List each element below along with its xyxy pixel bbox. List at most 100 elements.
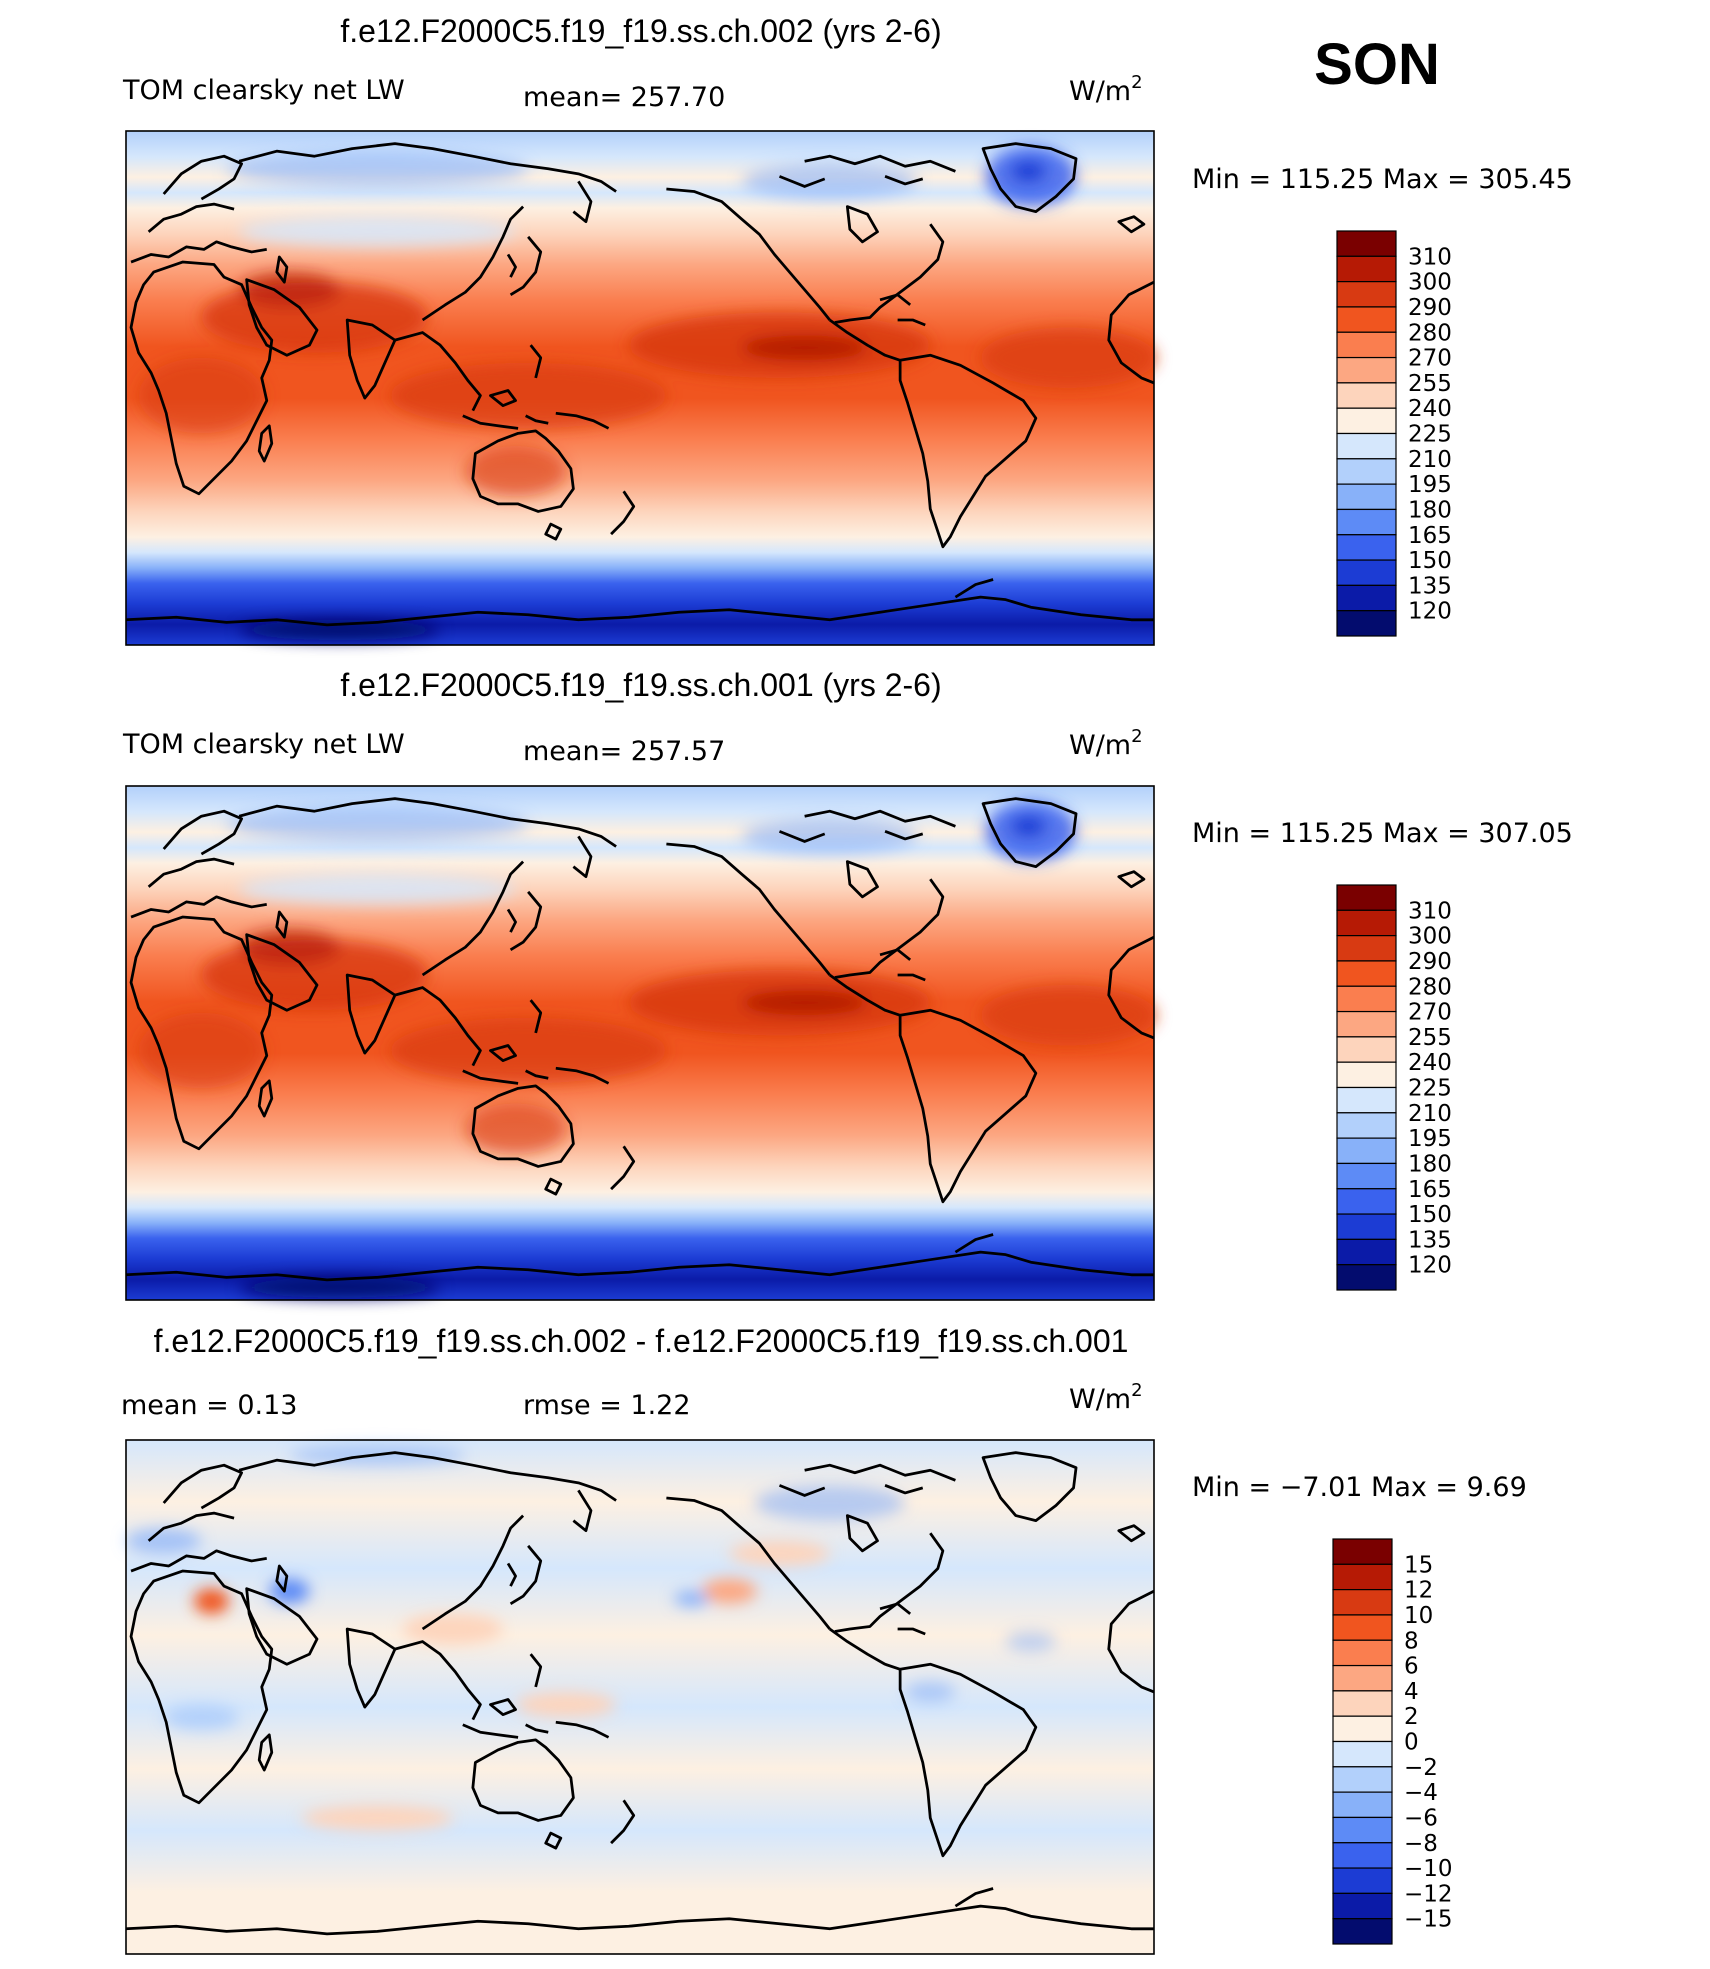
colorbar-tick-label: 280 (1408, 974, 1452, 1000)
colorbar-tick-label: 195 (1408, 472, 1452, 498)
colorbar-box (1336, 508, 1397, 536)
colorbar-box (1336, 985, 1397, 1013)
panel-title: f.e12.F2000C5.f19_f19.ss.ch.001 (yrs 2-6… (340, 667, 941, 703)
colorbar-tick-label: 120 (1408, 599, 1452, 625)
colorbar-tick-label: 4 (1404, 1679, 1419, 1705)
colorbar-box (1336, 407, 1397, 435)
colorbar-tick-label: 135 (1408, 1227, 1452, 1253)
colorbar-box (1336, 331, 1397, 359)
colorbar-box (1336, 1061, 1397, 1089)
colorbar-box (1336, 610, 1397, 637)
colorbar-box (1336, 534, 1397, 561)
colorbar-box (1336, 483, 1397, 511)
colorbar-box (1336, 382, 1397, 409)
colorbar-box (1336, 356, 1397, 384)
colorbar-box (1332, 1664, 1393, 1692)
colorbar-box (1336, 960, 1397, 987)
colorbar-tick-label: 255 (1408, 1025, 1452, 1051)
colorbar-box (1336, 1162, 1397, 1190)
panel-top: f.e12.F2000C5.f19_f19.ss.ch.002 (yrs 2-6… (122, 13, 1573, 646)
colorbar: 3103002902802702552402252101951801651501… (1336, 230, 1452, 637)
colorbar-tick-label: −10 (1404, 1856, 1453, 1882)
colorbar-tick-label: 165 (1408, 1177, 1452, 1203)
colorbar-tick-label: 12 (1404, 1578, 1433, 1604)
colorbar-box (1336, 255, 1397, 283)
variable-label: TOM clearsky net LW (122, 75, 405, 106)
colorbar-box (1336, 1010, 1397, 1038)
colorbar-tick-label: 300 (1408, 924, 1452, 950)
colorbar-box (1332, 1867, 1393, 1894)
colorbar-tick-label: −2 (1404, 1755, 1438, 1781)
colorbar-box (1336, 1238, 1397, 1266)
colorbar-tick-label: 270 (1408, 346, 1452, 372)
panel-title: f.e12.F2000C5.f19_f19.ss.ch.002 - f.e12.… (154, 1323, 1129, 1359)
colorbar-tick-label: 255 (1408, 371, 1452, 397)
colorbar-box (1332, 1690, 1393, 1717)
colorbar-box (1336, 909, 1397, 937)
colorbar-box (1332, 1740, 1393, 1768)
colorbar-tick-label: 240 (1408, 1050, 1452, 1076)
colorbar-tick-label: 270 (1408, 1000, 1452, 1026)
colorbar-tick-label: 180 (1408, 497, 1452, 523)
colorbar-box (1336, 1137, 1397, 1165)
colorbar-box (1332, 1563, 1393, 1591)
colorbar-box (1336, 935, 1397, 962)
colorbar-box (1336, 884, 1397, 911)
panel-middle: f.e12.F2000C5.f19_f19.ss.ch.001 (yrs 2-6… (122, 667, 1573, 1301)
colorbar-box (1332, 1639, 1393, 1667)
colorbar-box (1336, 584, 1397, 612)
colorbar-box (1332, 1614, 1393, 1641)
units-label: W/m2 (1069, 726, 1143, 761)
colorbar-tick-label: 0 (1404, 1730, 1419, 1756)
colorbar-box (1332, 1918, 1393, 1945)
colorbar-tick-label: 210 (1408, 1101, 1452, 1127)
colorbar-tick-label: 310 (1408, 898, 1452, 924)
units-label: W/m2 (1069, 72, 1143, 107)
colorbar-box (1336, 281, 1397, 308)
colorbar-tick-label: 15 (1404, 1552, 1433, 1578)
colorbar-tick-label: 180 (1408, 1151, 1452, 1177)
colorbar-tick-label: 225 (1408, 1076, 1452, 1102)
colorbar-box (1332, 1715, 1393, 1743)
colorbar-box (1332, 1892, 1393, 1920)
colorbar-tick-label: 195 (1408, 1126, 1452, 1152)
colorbar-box (1336, 458, 1397, 485)
colorbar-tick-label: 300 (1408, 270, 1452, 296)
colorbar-tick-label: −12 (1404, 1881, 1453, 1907)
colorbar-tick-label: 280 (1408, 320, 1452, 346)
map-frame (125, 785, 1155, 1301)
map-frame (125, 1439, 1155, 1955)
colorbar-tick-label: 135 (1408, 573, 1452, 599)
colorbar-box (1332, 1842, 1393, 1869)
colorbar-tick-label: 290 (1408, 295, 1452, 321)
variable-label: TOM clearsky net LW (122, 729, 405, 760)
map-plot (124, 1439, 1156, 1955)
colorbar-tick-label: 8 (1404, 1628, 1419, 1654)
colorbar-box (1336, 1264, 1397, 1291)
colorbar-tick-label: 240 (1408, 396, 1452, 422)
colorbar-tick-label: 165 (1408, 523, 1452, 549)
colorbar-box (1332, 1538, 1393, 1565)
colorbar: 3103002902802702552402252101951801651501… (1336, 884, 1452, 1291)
mean-label: mean= 257.57 (523, 736, 725, 767)
mean-label: mean = 0.13 (121, 1390, 297, 1421)
colorbar-box (1332, 1816, 1393, 1844)
colorbar-tick-label: 6 (1404, 1654, 1419, 1680)
colorbar-tick-label: 210 (1408, 447, 1452, 473)
colorbar-box (1336, 1112, 1397, 1139)
colorbar-box (1336, 230, 1397, 257)
colorbar-box (1336, 1213, 1397, 1240)
colorbar-box (1332, 1791, 1393, 1819)
colorbar-tick-label: −6 (1404, 1805, 1438, 1831)
colorbar-tick-label: 225 (1408, 422, 1452, 448)
map-plot (124, 785, 1157, 1301)
colorbar-tick-label: 150 (1408, 548, 1452, 574)
colorbar-box (1336, 1036, 1397, 1063)
colorbar-tick-label: 310 (1408, 244, 1452, 270)
colorbar-box (1336, 306, 1397, 333)
rmse-label: rmse = 1.22 (523, 1390, 691, 1421)
colorbar-box (1336, 1188, 1397, 1215)
mean-label: mean= 257.70 (523, 82, 725, 113)
